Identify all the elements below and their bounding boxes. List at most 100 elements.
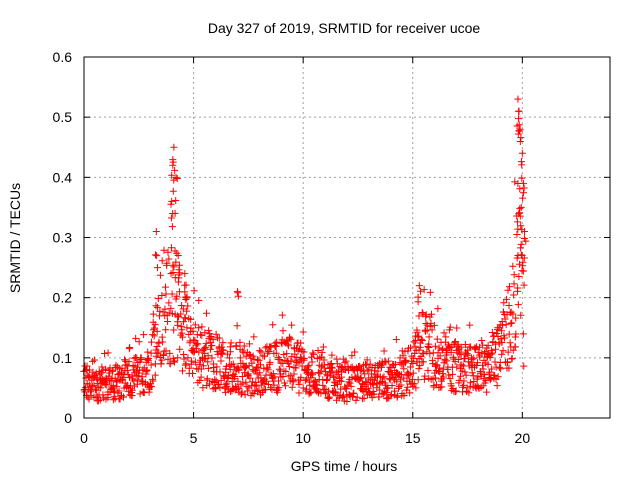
data-point — [388, 382, 396, 390]
data-point — [472, 362, 480, 370]
data-point — [233, 383, 241, 391]
data-point — [123, 383, 131, 391]
data-point — [400, 391, 408, 399]
data-point — [409, 359, 417, 367]
data-point — [384, 384, 392, 392]
data-point — [485, 370, 493, 378]
data-point — [172, 196, 180, 204]
data-point — [199, 362, 207, 370]
data-point — [426, 350, 434, 358]
data-point — [520, 254, 528, 262]
data-point — [208, 354, 216, 362]
data-point — [244, 387, 252, 395]
data-point — [275, 384, 283, 392]
data-point — [517, 240, 525, 248]
data-point — [102, 381, 110, 389]
data-point — [351, 348, 359, 356]
data-point — [254, 356, 262, 364]
data-point — [276, 356, 284, 364]
data-point — [175, 261, 183, 269]
data-point — [410, 380, 418, 388]
data-point — [439, 345, 447, 353]
data-point — [184, 302, 192, 310]
data-point — [497, 335, 505, 343]
data-point — [308, 358, 316, 366]
x-tick-label: 20 — [515, 430, 531, 446]
data-point — [174, 278, 182, 286]
data-point — [254, 387, 262, 395]
data-point — [516, 125, 524, 133]
data-point — [516, 138, 524, 146]
data-point — [203, 375, 211, 383]
data-point — [181, 293, 189, 301]
data-point — [167, 214, 175, 222]
y-tick-label: 0.3 — [53, 230, 73, 246]
data-point — [466, 379, 474, 387]
data-point — [367, 370, 375, 378]
data-point — [417, 335, 425, 343]
data-point — [517, 134, 525, 142]
data-point — [410, 338, 418, 346]
data-point — [374, 367, 382, 375]
data-point — [229, 360, 237, 368]
data-point — [257, 381, 265, 389]
data-point — [181, 314, 189, 322]
data-point — [299, 328, 307, 336]
data-point — [428, 356, 436, 364]
data-point — [364, 384, 372, 392]
data-point — [494, 373, 502, 381]
data-point — [275, 377, 283, 385]
data-point — [501, 334, 509, 342]
data-point — [479, 365, 487, 373]
data-point — [199, 384, 207, 392]
data-point — [522, 237, 530, 245]
data-point — [486, 376, 494, 384]
data-point — [520, 281, 528, 289]
data-point — [154, 348, 162, 356]
data-point — [150, 332, 158, 340]
data-point — [132, 334, 140, 342]
data-point — [517, 203, 525, 211]
data-point — [319, 343, 327, 351]
data-point — [204, 364, 212, 372]
data-point — [252, 378, 260, 386]
data-point — [512, 330, 520, 338]
data-point — [143, 366, 151, 374]
data-point — [297, 373, 305, 381]
data-point — [337, 373, 345, 381]
data-point — [321, 368, 329, 376]
data-point — [332, 379, 340, 387]
data-point — [250, 390, 258, 398]
data-point — [201, 329, 209, 337]
data-point — [440, 329, 448, 337]
data-point — [440, 373, 448, 381]
data-point — [455, 376, 463, 384]
data-point — [297, 339, 305, 347]
data-point — [420, 375, 428, 383]
data-point — [502, 321, 510, 329]
data-point — [515, 121, 523, 129]
data-point — [363, 378, 371, 386]
data-point — [415, 312, 423, 320]
data-points — [80, 95, 530, 406]
data-point — [165, 299, 173, 307]
y-tick-label: 0 — [64, 410, 72, 426]
data-point — [130, 377, 138, 385]
data-point — [108, 367, 116, 375]
data-point — [518, 174, 526, 182]
data-point — [334, 367, 342, 375]
data-point — [356, 362, 364, 370]
data-point — [342, 357, 350, 365]
data-point — [152, 302, 160, 310]
data-point — [304, 363, 312, 371]
data-point — [192, 358, 200, 366]
data-point — [159, 351, 167, 359]
data-point — [467, 343, 475, 351]
data-point — [509, 262, 517, 270]
data-point — [409, 383, 417, 391]
data-point — [496, 363, 504, 371]
data-point — [462, 371, 470, 379]
data-point — [349, 389, 357, 397]
data-point — [466, 321, 474, 329]
data-point — [126, 344, 134, 352]
